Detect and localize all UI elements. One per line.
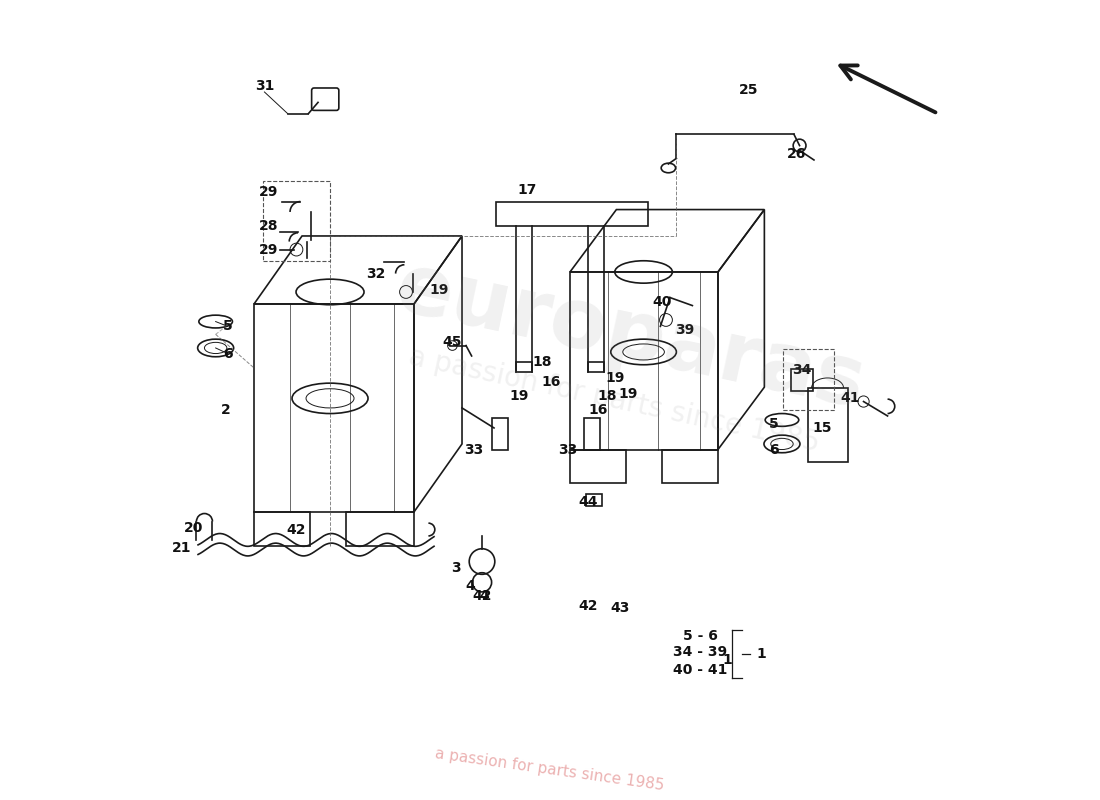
Text: 34 - 39: 34 - 39 [673, 645, 727, 659]
Text: 42: 42 [579, 599, 598, 614]
Text: 6: 6 [769, 442, 779, 457]
Text: 26: 26 [786, 146, 806, 161]
Text: 42: 42 [472, 589, 492, 603]
Text: 33: 33 [464, 442, 484, 457]
Text: 18: 18 [597, 389, 617, 403]
Text: 40 - 41: 40 - 41 [673, 663, 727, 678]
Text: 32: 32 [366, 266, 385, 281]
Text: 20: 20 [185, 521, 204, 535]
Text: 43: 43 [610, 601, 630, 615]
Text: 42: 42 [286, 522, 306, 537]
Text: a passion for parts since 1985: a passion for parts since 1985 [406, 342, 822, 458]
Text: 15: 15 [812, 421, 832, 435]
Text: 3: 3 [451, 561, 461, 575]
Text: 31: 31 [255, 78, 274, 93]
Text: 19: 19 [510, 389, 529, 403]
Text: 25: 25 [738, 82, 758, 97]
Text: 19: 19 [430, 282, 449, 297]
Text: 40: 40 [652, 295, 672, 310]
Text: 41: 41 [840, 391, 860, 406]
Text: 4: 4 [465, 578, 475, 593]
Text: 5: 5 [769, 417, 779, 431]
Text: 29: 29 [258, 242, 278, 257]
Text: 5: 5 [223, 319, 232, 334]
Text: 28: 28 [258, 218, 278, 233]
Text: 34: 34 [792, 362, 812, 377]
Text: 29: 29 [258, 185, 278, 199]
Text: 1: 1 [723, 653, 733, 667]
Text: 17: 17 [518, 183, 537, 198]
Text: 33: 33 [558, 442, 578, 457]
Text: 21: 21 [173, 541, 191, 555]
Text: 18: 18 [532, 354, 552, 369]
Text: 1: 1 [757, 647, 766, 662]
Text: europaras: europaras [388, 246, 872, 426]
Text: 16: 16 [588, 402, 607, 417]
Text: 4: 4 [480, 589, 490, 603]
Text: 6: 6 [223, 346, 232, 361]
Text: 39: 39 [674, 322, 694, 337]
Text: 45: 45 [442, 335, 462, 350]
Text: 5 - 6: 5 - 6 [683, 629, 718, 643]
Text: a passion for parts since 1985: a passion for parts since 1985 [434, 746, 666, 793]
Text: 44: 44 [579, 495, 598, 510]
Text: 16: 16 [542, 375, 561, 390]
Text: 2: 2 [221, 402, 231, 417]
Text: 19: 19 [606, 370, 625, 385]
Text: 19: 19 [618, 386, 638, 401]
